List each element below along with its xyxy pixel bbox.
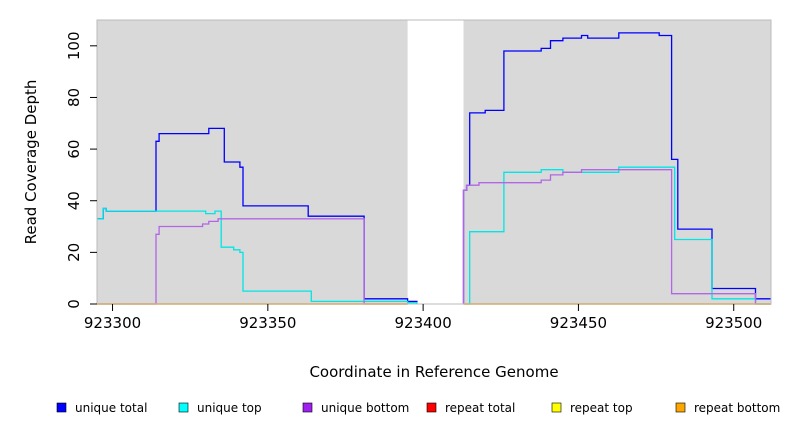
y-tick-label: 20 xyxy=(65,243,83,262)
legend-swatch xyxy=(56,402,67,413)
series-line-unique-total-1 xyxy=(462,32,771,304)
x-tick-label: 923450 xyxy=(550,314,607,332)
x-tick-label: 923300 xyxy=(84,314,141,332)
y-tick-label: 40 xyxy=(65,191,83,210)
legend-label: unique top xyxy=(197,401,262,415)
y-axis-title: Read Coverage Depth xyxy=(22,80,40,245)
series-line-unique-top-3 xyxy=(463,166,771,305)
y-tick-label: 100 xyxy=(65,31,83,60)
legend: unique total unique top unique bottom repea… xyxy=(56,401,780,415)
legend-swatch xyxy=(302,402,313,413)
legend-swatch xyxy=(675,402,686,413)
y-tick-label: 60 xyxy=(65,140,83,159)
legend-label: repeat top xyxy=(570,401,633,415)
series-line-unique-bottom-4 xyxy=(97,218,408,305)
series-line-unique-top-2 xyxy=(97,207,418,304)
y-axis: 0 20 40 60 80 100 xyxy=(65,31,97,309)
legend-swatch xyxy=(551,402,562,413)
legend-label: unique total xyxy=(75,401,147,415)
legend-swatch xyxy=(178,402,189,413)
uncovered-region xyxy=(407,20,464,304)
legend-label: repeat total xyxy=(445,401,515,415)
x-tick-label: 923350 xyxy=(239,314,296,332)
legend-label: repeat bottom xyxy=(694,401,780,415)
plot-frame xyxy=(96,19,772,305)
x-tick-label: 923400 xyxy=(394,314,451,332)
x-axis-title: Coordinate in Reference Genome xyxy=(309,363,558,381)
legend-label: unique bottom xyxy=(321,401,409,415)
x-axis: 923300 923350 923400 923450 923500 xyxy=(84,304,762,332)
y-tick-label: 0 xyxy=(65,299,83,309)
y-tick-label: 80 xyxy=(65,88,83,107)
x-tick-label: 923500 xyxy=(705,314,762,332)
legend-swatch xyxy=(426,402,437,413)
series-line-unique-bottom-5 xyxy=(462,169,771,305)
